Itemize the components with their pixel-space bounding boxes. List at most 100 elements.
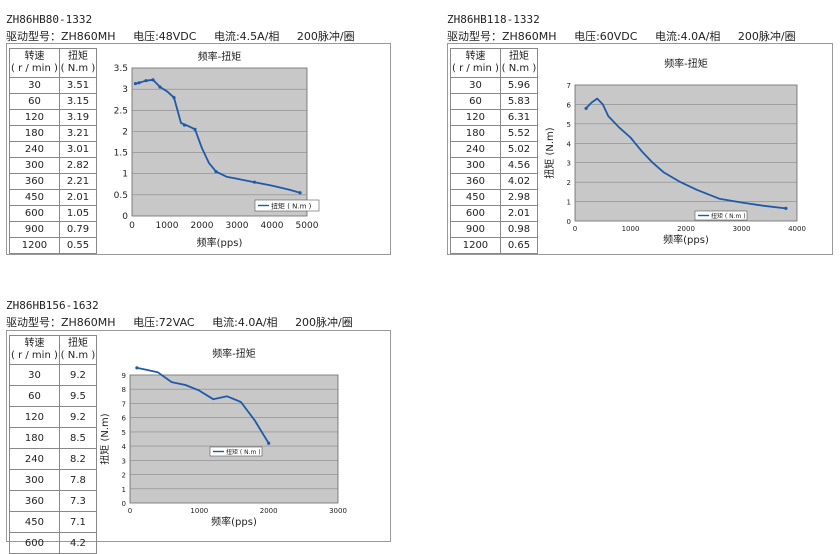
table-row: 360 2.21 (9, 173, 98, 190)
table-row: 120 3.19 (9, 109, 98, 126)
header-line: 转速 (24, 338, 45, 349)
speed-cell: 300 (9, 157, 60, 174)
table-header-row: 转速( r / min ) 扭矩( N.m ) (9, 335, 98, 365)
table-row: 600 1.05 (9, 205, 98, 222)
data-point (137, 81, 141, 85)
speed-cell: 60 (9, 93, 60, 110)
torque-cell: 8.2 (58, 448, 98, 470)
x-tick-label: 5000 (296, 221, 319, 231)
y-tick-label: 0 (122, 500, 126, 508)
torque-cell: 3.21 (58, 125, 98, 142)
torque-cell: 3.19 (58, 109, 98, 126)
header-line: ( r / min ) (11, 63, 58, 74)
torque-cell: 8.5 (58, 427, 98, 449)
speed-cell: 600 (9, 205, 60, 222)
y-tick-label: 3.5 (114, 64, 128, 74)
x-tick-label: 0 (573, 225, 577, 233)
speed-cell: 450 (9, 511, 60, 533)
torque-cell: 7.3 (58, 490, 98, 512)
torque-series-line (136, 367, 270, 444)
voltage-label: 电压:72VAC (133, 316, 195, 329)
y-tick-label: 8 (122, 386, 126, 394)
table-row: 300 4.56 (450, 157, 539, 174)
y-tick-label: 4 (567, 140, 572, 148)
y-tick-label: 2.5 (114, 106, 128, 116)
torque-cell: 9.2 (58, 406, 98, 428)
legend-box (694, 210, 748, 221)
header-line: 转速 (24, 51, 45, 62)
spec-table: 转速( r / min ) 扭矩( N.m ) 30 9.2 60 9.5 120 9.2 18… (9, 335, 98, 554)
y-tick-label: 1 (567, 199, 571, 207)
x-axis-label: 频率(pps) (197, 236, 243, 249)
table-row: 30 9.2 (9, 364, 98, 386)
speed-cell: 30 (9, 364, 60, 386)
data-point (267, 441, 271, 445)
data-point (298, 191, 302, 195)
speed-cell: 1200 (9, 237, 60, 254)
torque-cell: 0.65 (499, 237, 539, 254)
table-header-row: 转速( r / min ) 扭矩( N.m ) (9, 48, 98, 78)
x-tick-label: 1000 (156, 221, 179, 231)
speed-cell: 300 (9, 469, 60, 491)
chart-title: 频率-扭矩 (198, 50, 242, 63)
plot-area (129, 374, 339, 504)
speed-cell: 120 (9, 109, 60, 126)
x-tick-label: 1000 (622, 225, 640, 233)
table-row: 240 5.02 (450, 141, 539, 158)
speed-cell: 30 (9, 77, 60, 94)
legend-box (254, 199, 320, 212)
torque-cell: 0.55 (58, 237, 98, 254)
header-line: 扭矩 (67, 338, 88, 349)
table-row: 300 7.8 (9, 469, 98, 491)
x-tick-label: 2000 (677, 225, 695, 233)
torque-cell: 2.01 (58, 189, 98, 206)
speed-cell: 450 (450, 189, 501, 206)
y-tick-label: 0.5 (114, 191, 128, 201)
model-name: ZH86HB118-1332 (447, 13, 540, 26)
torque-cell: 9.2 (58, 364, 98, 386)
header-line: 扭矩 (67, 51, 88, 62)
torque-cell: 3.01 (58, 141, 98, 158)
header-line: 扭矩 (508, 51, 529, 62)
y-tick-label: 7 (122, 400, 126, 408)
table-row: 900 0.79 (9, 221, 98, 238)
plot-area (131, 67, 308, 217)
x-tick-label: 2000 (191, 221, 214, 231)
torque-cell: 4.56 (499, 157, 539, 174)
y-tick-label: 2 (567, 179, 571, 187)
speed-cell: 120 (9, 406, 60, 428)
speed-cell: 180 (9, 427, 60, 449)
table-header-row: 转速( r / min ) 扭矩( N.m ) (450, 48, 539, 78)
table-row: 450 2.98 (450, 189, 539, 206)
speed-cell: 900 (9, 221, 60, 238)
table-row: 360 7.3 (9, 490, 98, 512)
torque-cell: 4.2 (58, 532, 98, 554)
data-point (135, 366, 139, 370)
x-tick-label: 3000 (329, 507, 347, 515)
torque-cell: 2.21 (58, 173, 98, 190)
y-tick-label: 1 (122, 486, 126, 494)
table-row: 30 3.51 (9, 77, 98, 94)
y-tick-label: 7 (567, 82, 571, 90)
driver-label: 驱动型号：ZH860MH (447, 30, 557, 43)
speed-cell: 180 (9, 125, 60, 142)
torque-cell: 3.15 (58, 93, 98, 110)
header-line: ( r / min ) (452, 63, 499, 74)
data-point (133, 82, 138, 86)
current-label: 电流:4.0A/相 (654, 30, 721, 43)
speed-cell: 60 (450, 93, 501, 110)
torque-cell: 5.83 (499, 93, 539, 110)
y-tick-label: 4 (122, 443, 127, 451)
torque-cell: 0.98 (499, 221, 539, 238)
speed-cell: 240 (450, 141, 501, 158)
driver-label: 驱动型号：ZH860MH (6, 30, 116, 43)
speed-cell: 30 (450, 77, 501, 94)
driver-info: 驱动型号：ZH860MH 电压:72VAC 电流:4.0A/相 200脉冲/圈 (6, 314, 367, 330)
y-tick-label: 1.5 (114, 149, 128, 159)
torque-column-header: 扭矩( N.m ) (499, 48, 539, 78)
data-point (172, 96, 176, 100)
steps-label: 200脉冲/圈 (295, 316, 353, 329)
x-tick-label: 3000 (226, 221, 249, 231)
y-tick-label: 0 (122, 212, 128, 222)
torque-cell: 1.05 (58, 205, 98, 222)
